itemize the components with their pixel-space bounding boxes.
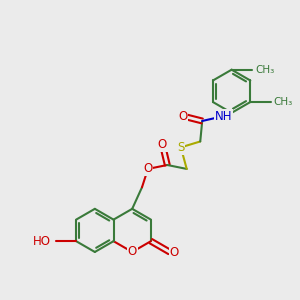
Text: O: O [143, 162, 152, 176]
Text: CH₃: CH₃ [255, 65, 274, 75]
Text: HO: HO [33, 235, 51, 248]
Text: O: O [128, 245, 137, 259]
Text: CH₃: CH₃ [274, 97, 293, 107]
Text: O: O [158, 138, 167, 151]
Text: O: O [170, 247, 179, 260]
Text: O: O [178, 110, 188, 123]
Text: S: S [177, 141, 184, 154]
Text: NH: NH [215, 110, 232, 123]
